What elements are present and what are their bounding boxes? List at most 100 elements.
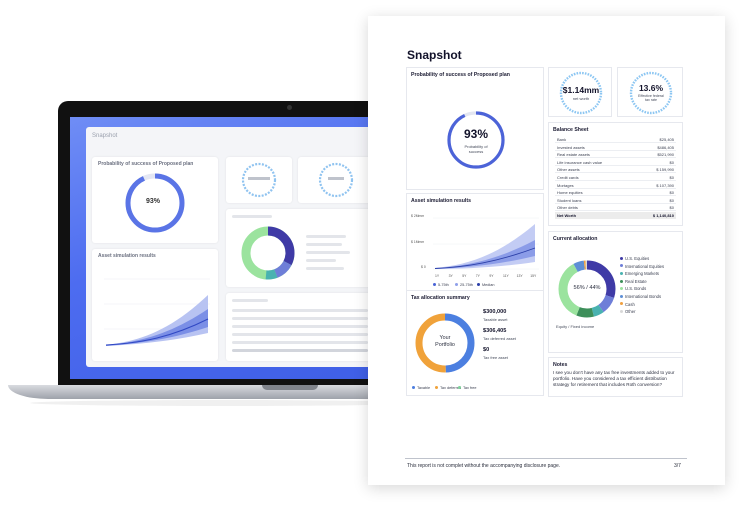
mini-asset-card[interactable]: Asset simulation results: [92, 249, 218, 361]
laptop: Snapshot Probability of success of Propo…: [58, 101, 392, 387]
balance-sheet-label: Other assets: [557, 167, 580, 173]
legend-dot: [620, 279, 623, 283]
tax-center-2: Portfolio: [435, 342, 455, 348]
y-tick-1: $ 1Mmm: [411, 240, 425, 244]
legend-label: U.S. Bonds: [625, 286, 647, 292]
allocation-donut: [558, 260, 616, 318]
asset-simulation-card[interactable]: Asset simulation results $ 2Mmm $ 1Mmm $…: [406, 193, 544, 296]
x-tick: 9Y: [489, 274, 494, 278]
net-worth-value: $1.14mm: [562, 85, 600, 95]
legend-dot: [435, 386, 438, 389]
tax-rate-value: 13.6%: [638, 83, 664, 93]
allocation-legend-item: U.S. Equities: [620, 256, 649, 261]
mini-balance-card[interactable]: [226, 293, 374, 361]
donut-slice: [558, 260, 616, 318]
balance-sheet-label: Net Worth: [557, 213, 577, 218]
legend-label: Cash: [625, 301, 635, 307]
balance-sheet-value: $0: [669, 175, 674, 180]
balance-sheet-row: Home equities $0: [555, 189, 676, 197]
legend-label: Median: [482, 283, 495, 288]
allocation-caption: Equity / Fixed income: [556, 324, 595, 329]
laptop-base: [8, 385, 440, 399]
legend-label: Real Estate: [625, 278, 647, 284]
allocation-legend-item: U.S. Bonds: [620, 286, 646, 291]
balance-sheet-label: Bank: [557, 137, 567, 142]
tax-item-label: Tax free asset: [483, 355, 508, 360]
allocation-legend-item: Emerging Markets: [620, 271, 659, 276]
legend-dot: [620, 287, 623, 291]
probability-caption-2: success: [468, 149, 484, 154]
x-tick: 3Y: [448, 274, 453, 278]
asset-legend-item: 5-75th: [433, 283, 449, 287]
legend-label: Taxable: [417, 386, 431, 391]
legend-dot: [455, 283, 458, 286]
balance-sheet-row: Other debts $0: [555, 204, 676, 212]
net-worth-ring: [559, 71, 603, 115]
balance-sheet-label: Real estate assets: [557, 152, 590, 158]
probability-card[interactable]: Probability of success of Proposed plan …: [406, 67, 544, 190]
balance-sheet-title: Balance Sheet: [553, 127, 589, 133]
donut-slice: [558, 260, 616, 318]
probability-title: Probability of success of Proposed plan: [411, 72, 510, 78]
balance-sheet-row: Real estate assets $521,990: [555, 151, 676, 159]
mini-probability-value: 93%: [146, 198, 161, 205]
balance-sheet-value: $521,990: [657, 152, 674, 158]
balance-sheet-row: Invested assets $486,405: [555, 144, 676, 151]
allocation-legend-item: International Equities: [620, 264, 664, 269]
tax-allocation-title: Tax allocation summary: [411, 295, 470, 301]
net-worth-label: net worth: [572, 96, 590, 101]
legend-label: Emerging Markets: [625, 271, 659, 277]
x-tick: 11Y: [503, 274, 509, 278]
x-tick: 13Y: [516, 274, 523, 278]
allocation-legend-item: Real Estate: [620, 279, 647, 284]
balance-sheet-value: $486,405: [657, 144, 674, 150]
laptop-shadow: [30, 400, 420, 406]
mini-asset-chart: [104, 278, 210, 346]
x-tick: 5Y: [462, 274, 467, 278]
tax-item-value: $0: [483, 347, 490, 353]
legend-dot: [620, 302, 623, 306]
legend-dot: [620, 264, 623, 268]
tax-allocation-card[interactable]: Tax allocation summary Your Portfolio $3…: [406, 290, 544, 396]
legend-dot: [433, 283, 436, 286]
mini-taxrate-card[interactable]: [298, 157, 374, 203]
legend-dot: [477, 283, 480, 286]
balance-sheet-label: Credit cards: [557, 175, 579, 180]
camera-icon: [287, 105, 292, 110]
legend-dot: [620, 256, 623, 260]
legend-label: International Bonds: [625, 294, 662, 299]
tax-legend-item: Taxable: [412, 386, 430, 390]
allocation-legend-item: Other: [620, 309, 635, 314]
legend-dot: [620, 294, 623, 298]
mini-allocation-card[interactable]: [226, 209, 374, 287]
tax-rate-ring: [629, 71, 673, 115]
tax-rate-card[interactable]: 13.6% Effective federal tax rate: [617, 67, 683, 117]
donut-slice: [558, 260, 616, 318]
tax-item-label: Taxable asset: [483, 317, 508, 322]
balance-sheet-value: $0: [669, 190, 674, 196]
probability-ring: [447, 111, 505, 169]
balance-sheet-row: Credit cards $0: [555, 174, 676, 181]
balance-sheet-card[interactable]: Balance Sheet Bank $25,405 Invested assets…: [548, 122, 683, 226]
y-tick-0: $ 2Mmm: [411, 214, 425, 218]
tax-legend-item: Tax deferred: [435, 386, 461, 390]
current-allocation-card[interactable]: Current allocation 56% / 44% Equity / Fi…: [548, 231, 683, 353]
tax-legend-item: Tax free: [458, 386, 477, 390]
balance-sheet-row: Mortages $ 107,390: [555, 182, 676, 189]
balance-sheet-label: Life insurance cash value: [557, 159, 603, 165]
tax-item-label: Tax deferred asset: [483, 336, 516, 341]
net-worth-card[interactable]: $1.14mm net worth: [548, 67, 612, 117]
mini-probability-card[interactable]: Probability of success of Proposed plan …: [92, 157, 218, 243]
app-window: Snapshot Probability of success of Propo…: [86, 127, 380, 367]
legend-label: U.S. Equities: [625, 256, 650, 261]
mini-asset-title: Asset simulation results: [98, 253, 156, 259]
balance-sheet-label: Home equities: [557, 190, 583, 196]
notes-text: I see you don't have any tax free invest…: [553, 370, 675, 387]
balance-sheet-value: $ 107,390: [656, 182, 674, 188]
balance-sheet-total-row: Net Worth $ 1,140,810: [555, 212, 676, 219]
balance-sheet-row: Bank $25,405: [555, 136, 676, 143]
mini-allocation-donut: [241, 226, 295, 280]
mini-networth-card[interactable]: [226, 157, 292, 203]
allocation-legend-item: International Bonds: [620, 294, 661, 299]
notes-card[interactable]: Notes I see you don't have any tax free …: [548, 357, 683, 397]
